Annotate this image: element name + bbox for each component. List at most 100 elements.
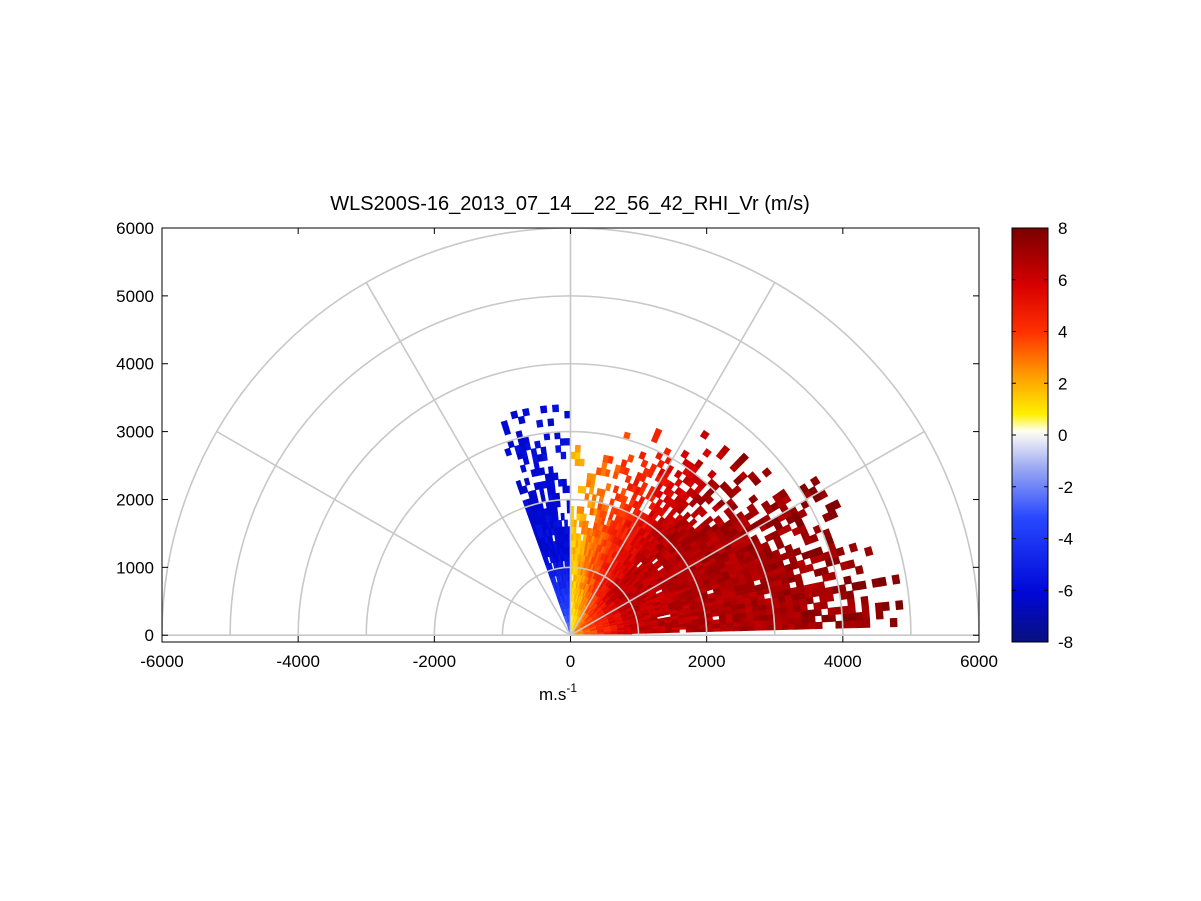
y-tick-label: 6000 <box>116 219 154 238</box>
velocity-cell <box>807 609 816 617</box>
velocity-cell <box>533 461 540 470</box>
velocity-cell <box>808 622 816 630</box>
azimuth-spoke <box>569 282 776 636</box>
velocity-cell <box>848 619 857 629</box>
velocity-cell <box>712 515 723 525</box>
velocity-cell <box>546 486 553 495</box>
velocity-cell <box>760 619 769 626</box>
x-tick-label: -4000 <box>276 652 319 671</box>
velocity-cell <box>707 469 717 480</box>
velocity-cell <box>813 608 822 617</box>
velocity-cell <box>544 473 551 482</box>
velocity-cell <box>777 488 788 499</box>
velocity-cell <box>830 499 842 510</box>
velocity-cell <box>720 444 731 456</box>
velocity-cell <box>605 483 612 492</box>
velocity-cell <box>580 526 586 535</box>
velocity-cell <box>855 611 864 621</box>
velocity-cell <box>800 616 809 624</box>
velocity-cell <box>533 482 540 491</box>
azimuth-spoke <box>365 282 572 636</box>
velocity-cell <box>574 451 581 460</box>
velocity-cell <box>813 602 822 611</box>
velocity-cell <box>551 404 560 413</box>
colorbar-ticks: 8 6 4 2 0 -2 -4 -6 -8 <box>1012 219 1073 652</box>
velocity-cell <box>574 444 581 453</box>
velocity-cell <box>875 610 884 620</box>
velocity-cell <box>780 623 789 631</box>
velocity-cell <box>821 614 830 623</box>
velocity-cell <box>595 467 602 476</box>
velocity-cell <box>746 625 755 631</box>
velocity-cell <box>862 611 871 621</box>
velocity-cell <box>739 621 748 627</box>
velocity-cell <box>560 512 565 521</box>
velocity-cell <box>602 454 610 463</box>
y-tick-label: 3000 <box>116 423 154 442</box>
velocity-cell <box>760 624 769 631</box>
velocity-cell <box>748 494 759 505</box>
velocity-cell <box>562 485 568 494</box>
chart-title: WLS200S-16_2013_07_14__22_56_42_RHI_Vr (… <box>330 193 810 215</box>
velocity-cell <box>848 612 857 621</box>
velocity-cell <box>819 601 829 610</box>
velocity-cell <box>682 511 692 521</box>
velocity-cell <box>712 619 721 625</box>
velocity-cell <box>571 607 573 616</box>
velocity-cell <box>530 448 538 457</box>
velocity-cell <box>573 519 577 528</box>
velocity-cell <box>787 617 796 625</box>
velocity-cell <box>807 615 816 624</box>
velocity-cell <box>515 479 523 489</box>
y-tick-label: 0 <box>145 626 154 645</box>
colorbar-tick-label: 0 <box>1058 426 1067 445</box>
velocity-cell <box>601 461 608 470</box>
velocity-cell <box>673 469 683 480</box>
velocity-cell <box>557 478 564 487</box>
velocity-cell <box>780 612 789 620</box>
velocity-cell <box>860 595 869 606</box>
velocity-cell <box>753 619 762 626</box>
velocity-cell <box>842 620 850 629</box>
velocity-cell <box>554 431 561 440</box>
velocity-cell <box>814 546 824 556</box>
velocity-cell <box>889 617 898 628</box>
velocity-cell <box>578 519 583 528</box>
velocity-cell <box>828 614 837 623</box>
velocity-cell <box>719 626 728 632</box>
velocity-cell <box>863 546 874 557</box>
velocity-cell <box>733 625 742 632</box>
velocity-cell <box>737 471 749 482</box>
velocity-cell <box>576 506 581 514</box>
velocity-cell <box>847 605 856 614</box>
velocity-cell <box>573 573 576 582</box>
velocity-cell <box>577 485 583 494</box>
velocity-cell <box>649 463 658 473</box>
velocity-cell <box>846 597 856 607</box>
velocity-cell <box>517 415 526 425</box>
velocity-cell <box>878 576 887 587</box>
velocity-cell <box>881 601 890 612</box>
velocity-cell <box>536 419 544 428</box>
velocity-cell <box>846 559 856 570</box>
velocity-cell <box>767 624 776 631</box>
azimuth-spoke <box>570 430 925 636</box>
velocity-cell <box>774 623 782 631</box>
velocity-cell <box>561 478 567 487</box>
x-tick-label: 4000 <box>824 652 862 671</box>
velocity-cell <box>780 617 789 625</box>
velocity-cell <box>547 466 554 475</box>
velocity-cell <box>786 611 795 619</box>
x-axis-label-exponent: -1 <box>566 681 577 695</box>
velocity-cell <box>801 622 810 630</box>
velocity-cell <box>653 427 663 438</box>
velocity-cell <box>596 488 602 497</box>
velocity-cell <box>504 447 512 457</box>
velocity-cell <box>585 479 592 488</box>
velocity-cell <box>564 410 571 419</box>
velocity-cell <box>753 624 762 631</box>
velocity-cell <box>694 459 704 469</box>
velocity-cell <box>680 449 690 460</box>
velocity-cell <box>612 485 620 494</box>
